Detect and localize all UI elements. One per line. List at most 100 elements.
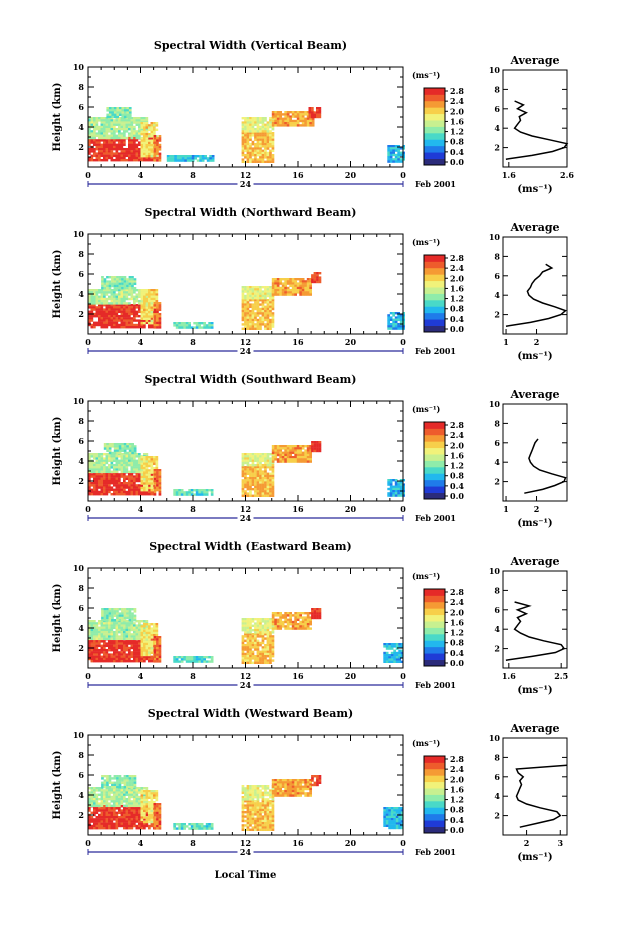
heatmap-cell xyxy=(128,475,131,478)
heatmap-cell xyxy=(244,620,247,623)
heatmap-cell xyxy=(90,628,94,632)
heatmap-cell xyxy=(113,459,116,462)
heatmap-cell xyxy=(301,627,305,630)
heatmap-cell xyxy=(251,620,255,623)
heatmap-cell xyxy=(95,657,99,661)
heatmap-cell xyxy=(108,610,112,613)
heatmap-cell xyxy=(299,445,302,448)
heatmap-cell xyxy=(274,124,277,127)
heatmap-cell xyxy=(394,158,398,161)
heatmap-cell xyxy=(95,660,99,663)
heatmap-cell xyxy=(256,652,260,656)
heatmap-cell xyxy=(106,113,110,116)
heatmap-cell xyxy=(105,628,109,632)
heatmap-cell xyxy=(110,453,114,456)
heatmap-cell xyxy=(251,316,255,319)
heatmap-cell xyxy=(138,644,141,647)
heatmap-cell xyxy=(93,308,96,311)
heatmap-cell xyxy=(261,321,265,324)
heatmap-cell xyxy=(143,144,146,147)
heatmap-cell xyxy=(249,136,252,139)
heatmap-cell xyxy=(244,622,247,625)
heatmap-cell xyxy=(271,479,275,482)
heatmap-cell xyxy=(259,464,262,467)
heatmap-cell xyxy=(98,139,101,142)
heatmap-cell xyxy=(143,651,146,654)
heatmap-cell xyxy=(244,492,247,495)
heatmap-cell xyxy=(133,619,137,622)
heatmap-cell xyxy=(126,111,130,114)
heatmap-cell xyxy=(103,457,106,460)
heatmap-cell xyxy=(271,470,275,473)
heatmap-cell xyxy=(103,123,106,126)
heatmap-cell xyxy=(105,154,109,157)
heatmap-cell xyxy=(296,447,300,450)
heatmap-cell xyxy=(299,614,302,617)
heatmap-cell xyxy=(93,477,96,480)
heatmap-cell xyxy=(296,124,300,127)
heatmap-cell xyxy=(88,490,91,494)
heatmap-cell xyxy=(266,492,270,495)
heatmap-cell xyxy=(88,473,91,476)
heatmap-cell xyxy=(145,624,149,627)
heatmap-cell xyxy=(271,140,275,144)
heatmap-cell xyxy=(105,323,109,327)
heatmap-cell xyxy=(313,441,317,444)
heatmap-cell xyxy=(261,132,265,135)
heatmap-cell xyxy=(121,287,124,290)
heatmap-cell xyxy=(241,140,245,144)
heatmap-cell xyxy=(133,145,136,149)
heatmap-cell xyxy=(254,641,257,645)
heatmap-cell xyxy=(256,490,260,493)
heatmap-cell xyxy=(98,655,101,658)
heatmap-cell xyxy=(131,447,134,450)
heatmap-cell xyxy=(150,141,154,145)
heatmap-cell xyxy=(150,647,154,650)
heatmap-cell xyxy=(264,648,267,651)
heatmap-cell xyxy=(211,155,215,158)
heatmap-cell xyxy=(110,631,114,634)
heatmap-cell xyxy=(274,614,277,617)
heatmap-cell xyxy=(135,649,139,652)
heatmap-cell xyxy=(284,111,287,114)
heatmap-cell xyxy=(276,451,280,454)
heatmap-cell xyxy=(113,612,117,615)
heatmap-cell xyxy=(259,483,262,486)
heatmap-cell xyxy=(246,140,250,144)
heatmap-cell xyxy=(150,469,154,472)
heatmap-cell xyxy=(148,631,151,635)
heatmap-cell xyxy=(201,157,205,160)
heatmap-cell xyxy=(115,121,119,124)
heatmap-cell xyxy=(148,634,151,637)
heatmap-cell xyxy=(254,639,257,642)
heatmap-cell xyxy=(251,466,255,469)
heatmap-cell xyxy=(110,323,114,327)
heatmap-cell xyxy=(169,157,172,160)
heatmap-cell xyxy=(150,302,154,305)
heatmap-cell xyxy=(100,310,104,313)
heatmap-cell xyxy=(140,645,144,648)
heatmap-cell xyxy=(130,640,134,643)
date-label: 24 xyxy=(240,179,252,189)
heatmap-cell xyxy=(153,152,157,155)
heatmap-cell xyxy=(261,453,265,456)
heatmap-cell xyxy=(95,635,99,638)
heatmap-cell xyxy=(101,616,104,620)
heatmap-cell xyxy=(200,489,204,492)
heatmap-cell xyxy=(138,473,141,476)
heatmap-cell xyxy=(108,640,111,643)
heatmap-cell xyxy=(145,304,149,307)
heatmap-cell xyxy=(130,310,134,313)
heatmap-cell xyxy=(299,620,302,624)
heatmap-cell xyxy=(105,139,109,142)
heatmap-cell xyxy=(140,146,144,149)
heatmap-cell xyxy=(128,148,131,151)
heatmap-cell xyxy=(271,648,275,651)
heatmap-cell xyxy=(259,655,262,658)
heatmap-cell xyxy=(118,291,121,294)
heatmap-cell xyxy=(118,626,121,629)
heatmap-cell xyxy=(145,651,149,654)
heatmap-cell xyxy=(205,660,209,663)
heatmap-cell xyxy=(271,458,275,461)
heatmap-cell xyxy=(113,470,116,473)
